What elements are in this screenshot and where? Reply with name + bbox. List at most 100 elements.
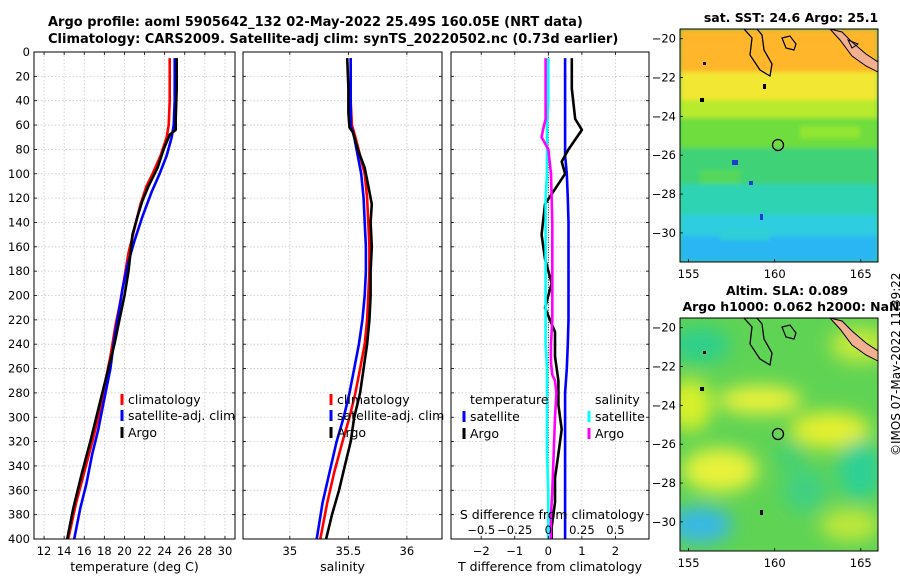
- x-tick-label: −2: [473, 544, 490, 558]
- map-y-tick-label: −30: [652, 515, 676, 529]
- map-y-tick-label: −30: [652, 226, 676, 240]
- missing-data-patch: [749, 181, 753, 185]
- x-tick-label: 28: [198, 544, 213, 558]
- x-tick-label: 12: [37, 544, 52, 558]
- legend-label: satellite-adj. clim: [128, 408, 235, 423]
- series-line-argo: [324, 58, 374, 539]
- legend-label: Argo: [595, 426, 624, 441]
- island-outline-icon: [781, 324, 797, 340]
- map-x-tick-label: 165: [850, 556, 872, 570]
- missing-data-patch: [760, 214, 763, 220]
- x-tick-label: 14: [57, 544, 72, 558]
- y-tick-label: 260: [8, 362, 30, 376]
- sla-map-panel: Altim. SLA: 0.089 Argo h1000: 0.062 h200…: [652, 283, 900, 570]
- x-tick-label: 1: [578, 544, 585, 558]
- map-y-tick-label: −26: [652, 437, 676, 451]
- island-outline-icon: [743, 318, 773, 367]
- x-axis-label: salinity: [320, 559, 365, 574]
- y-tick-label: 400: [8, 532, 30, 546]
- island-outline-icon: [781, 35, 797, 51]
- series-line-temperature-argo: [540, 58, 584, 539]
- map-x-tick-label: 155: [678, 267, 700, 281]
- figure-title-line-2: Climatology: CARS2009. Satellite-adj cli…: [48, 32, 619, 47]
- y-tick-label: 320: [8, 435, 30, 449]
- y-tick-label: 120: [8, 191, 30, 205]
- sst-map-panel: sat. SST: 24.6 Argo: 25.1: [652, 10, 879, 281]
- sla-map-title-line-1: Altim. SLA: 0.089: [726, 283, 848, 298]
- map-x-tick-label: 160: [764, 267, 786, 281]
- y-tick-label: 240: [8, 337, 30, 351]
- x-axis-label: T difference from climatology: [457, 559, 643, 574]
- map-x-tick-label: 155: [678, 556, 700, 570]
- y-tick-label: 20: [15, 69, 30, 83]
- sst-map-frame: [679, 28, 879, 263]
- island-icon: [700, 98, 704, 102]
- x-axis-label-top: S difference from climatology: [460, 507, 645, 522]
- map-y-tick-label: −28: [652, 476, 676, 490]
- x-tick-label: 20: [117, 544, 132, 558]
- legend-label: climatology: [128, 392, 201, 407]
- map-x-tick-label: 160: [764, 556, 786, 570]
- sla-map-ticks: 155 160 165 −20 −22 −24 −26 −28 −30: [652, 321, 872, 570]
- x-tick-label-top: −0.25: [497, 523, 532, 537]
- missing-data-patch: [732, 160, 738, 165]
- map-y-tick-label: −24: [652, 398, 676, 412]
- map-y-tick-label: −28: [652, 187, 676, 201]
- legend-header-salinity: salinity: [595, 392, 640, 407]
- legend-label: satellite: [470, 409, 520, 424]
- x-tick-label: 2: [612, 544, 619, 558]
- y-tick-label: 100: [8, 167, 30, 181]
- sst-map-ticks: 155 160 165 −20 −22 −24 −26 −28 −30: [652, 32, 872, 281]
- series-group: [540, 58, 584, 539]
- series-group: [315, 58, 374, 539]
- x-tick-label: −1: [506, 544, 523, 558]
- y-tick-label: 60: [15, 118, 30, 132]
- x-tick-label: 35.5: [336, 544, 362, 558]
- x-tick-label: 16: [77, 544, 92, 558]
- salinity-panel: 35 35.5 36 salinity climatologysatellite-adj…: [242, 51, 444, 574]
- island-icon: [700, 387, 704, 391]
- x-tick-label: 35: [283, 544, 298, 558]
- y-tick-label: 80: [15, 142, 30, 156]
- map-y-tick-label: −22: [652, 71, 676, 85]
- x-tick-label-top: 0: [545, 523, 552, 537]
- y-tick-label: 340: [8, 459, 30, 473]
- x-tick-label: 0: [545, 544, 552, 558]
- legend-header-temperature: temperature: [470, 392, 549, 407]
- x-tick-label-top: −0.5: [467, 523, 495, 537]
- legend-label: satellite-adj. clim: [337, 408, 444, 423]
- map-y-tick-label: −22: [652, 360, 676, 374]
- y-tick-label: 220: [8, 313, 30, 327]
- island-icon: [703, 62, 706, 65]
- legend-label: Argo: [470, 426, 499, 441]
- sla-map-frame: [679, 317, 879, 552]
- y-tick-label: 160: [8, 240, 30, 254]
- x-tick-label: 26: [177, 544, 192, 558]
- series-group: [65, 58, 178, 539]
- x-tick-label: 36: [400, 544, 415, 558]
- x-tick-label-top: 0.5: [606, 523, 624, 537]
- x-tick-label: 30: [218, 544, 233, 558]
- island-outline-icon: [743, 29, 773, 78]
- y-tick-label: 300: [8, 410, 30, 424]
- series-line-argo: [65, 58, 178, 539]
- legend-label: satellite: [595, 409, 645, 424]
- legend-label: Argo: [337, 425, 366, 440]
- profile-location-marker: [771, 138, 785, 152]
- x-tick-label: 22: [137, 544, 152, 558]
- map-y-tick-label: −20: [652, 32, 676, 46]
- y-tick-label: 280: [8, 386, 30, 400]
- y-tick-label: 200: [8, 289, 30, 303]
- profile-location-marker: [771, 427, 785, 441]
- sst-map-title: sat. SST: 24.6 Argo: 25.1: [704, 10, 878, 25]
- y-tick-label: 380: [8, 508, 30, 522]
- temperature-panel: 0 20 40 60 80 100 120 140 160 180 200 220 240 260 280 3…: [8, 45, 236, 574]
- y-tick-label: 360: [8, 483, 30, 497]
- coastline-icon: [829, 29, 878, 73]
- x-tick-label-top: 0.25: [569, 523, 595, 537]
- series-line-satellite-adj-clim: [72, 58, 176, 539]
- map-x-tick-label: 165: [850, 267, 872, 281]
- y-tick-label: 180: [8, 264, 30, 278]
- series-line-salinity-argo: [540, 58, 558, 539]
